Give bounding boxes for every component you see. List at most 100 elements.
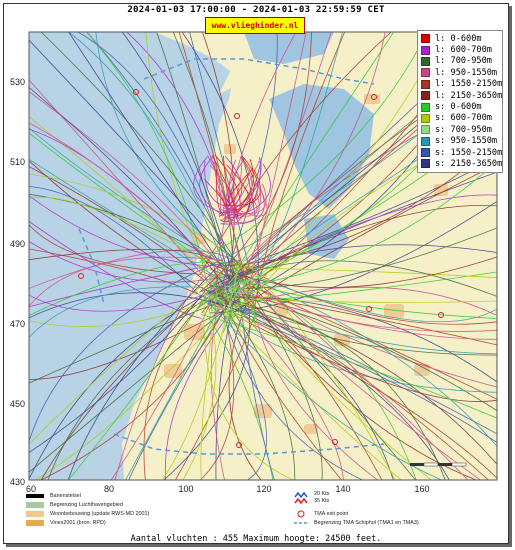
flight-track [67, 262, 222, 480]
legend-label: s: 600-700m [435, 113, 492, 124]
key-luchthaven-label: Begrenzing Luchthavengebied [50, 502, 123, 508]
flight-track [230, 260, 497, 325]
flight-track [253, 32, 346, 315]
flight-track [215, 267, 497, 279]
legend-swatch-icon [421, 102, 430, 112]
flight-track [29, 224, 201, 275]
flight-track [29, 39, 236, 261]
flight-track [204, 160, 227, 207]
legend-label: l: 700-950m [435, 56, 492, 67]
key-vinex: Vinex2001 (bron: RPD) [26, 520, 106, 526]
legend-item: l: 600-700m [421, 44, 499, 55]
x-tick-label: 100 [178, 484, 193, 494]
flight-track [232, 294, 273, 308]
flight-track [220, 301, 497, 435]
flight-track [238, 310, 257, 327]
legend-label: s: 2150-3650m [435, 158, 503, 169]
legend-label: s: 700-950m [435, 124, 492, 135]
flight-track [68, 32, 235, 294]
flight-track [243, 161, 497, 286]
airport-swatch-icon [26, 502, 44, 508]
tma-exit-point-icon [234, 113, 240, 119]
flight-track [227, 170, 237, 216]
flight-track [236, 293, 497, 346]
flight-track [235, 275, 267, 298]
legend-swatch-icon [421, 56, 430, 66]
legend-swatch-icon [421, 159, 430, 169]
key-tma-border-label: Begrenzing TMA Schiphol (TMA1 en TMA3) [314, 520, 419, 526]
flight-track [68, 270, 224, 480]
tma-exit-points [78, 89, 444, 448]
flight-track [29, 298, 213, 327]
key-banenstelsel: Banenstelsel [26, 493, 81, 499]
flight-track [220, 187, 265, 225]
legend-label: l: 0-600m [435, 33, 482, 44]
flight-track [162, 263, 240, 480]
flight-track [207, 155, 225, 216]
key-tma-border: Begrenzing TMA Schiphol (TMA1 en TMA3) [294, 520, 419, 526]
flight-track [245, 316, 497, 479]
key-banenstelsel-label: Banenstelsel [50, 493, 81, 499]
x-tick-label: 120 [256, 484, 271, 494]
legend-swatch-icon [421, 136, 430, 146]
vinex-swatch-icon [26, 520, 44, 526]
flight-track [178, 32, 251, 300]
x-tick-label: 140 [335, 484, 350, 494]
flight-track [29, 195, 210, 267]
flight-track [225, 157, 246, 215]
flight-track [29, 263, 216, 442]
flight-track [193, 156, 222, 213]
flight-track [201, 294, 442, 480]
flight-track [164, 316, 229, 480]
flight-track [245, 261, 396, 480]
flight-track [225, 299, 241, 317]
y-tick-label: 450 [10, 399, 25, 409]
flight-track [225, 183, 267, 214]
flight-track [228, 251, 249, 285]
legend-swatch-icon [421, 34, 430, 44]
flight-track [29, 221, 202, 319]
map-key: Banenstelsel Begrenzing Luchthavengebied… [4, 487, 508, 532]
legend-swatch-icon [421, 148, 430, 158]
flight-track [227, 318, 267, 480]
flight-track [175, 314, 256, 480]
flight-track [114, 275, 204, 480]
flight-track [29, 259, 242, 308]
altitude-legend: l: 0-600m l: 600-700m l: 700-950m l: 950-15… [417, 30, 503, 173]
tma-exit-point-icon [236, 442, 242, 448]
x-tick-label: 80 [104, 484, 114, 494]
flight-track [228, 161, 260, 214]
flight-track [223, 313, 402, 480]
flight-track [258, 286, 497, 316]
flight-track [220, 298, 497, 356]
legend-item: l: 950-1550m [421, 67, 499, 78]
legend-swatch-icon [421, 91, 430, 101]
flight-track [232, 313, 497, 402]
flight-track [228, 284, 254, 294]
flight-track [230, 288, 497, 340]
legend-item: s: 950-1550m [421, 136, 499, 147]
x-tick-label: 160 [414, 484, 429, 494]
flight-track [255, 275, 497, 323]
flight-track [243, 279, 270, 293]
flight-track [246, 305, 489, 480]
legend-label: s: 0-600m [435, 102, 482, 113]
y-tick-label: 490 [10, 239, 25, 249]
flight-track [236, 277, 497, 319]
flight-track [243, 292, 255, 324]
flight-track [47, 268, 256, 480]
flight-track [217, 310, 497, 393]
flight-track [199, 154, 234, 221]
flight-track [182, 299, 217, 480]
flight-track [227, 303, 497, 355]
legend-item: l: 1550-2150m [421, 79, 502, 90]
flight-tracks [29, 32, 497, 480]
site-badge-link[interactable]: www.vlieghinder.nl [205, 17, 305, 34]
flight-track [223, 32, 278, 280]
flight-track [29, 292, 249, 319]
flight-track [225, 32, 395, 286]
scale-bar [410, 462, 467, 467]
flight-track [201, 244, 497, 293]
flight-track [211, 155, 238, 215]
flight-track [212, 280, 222, 303]
